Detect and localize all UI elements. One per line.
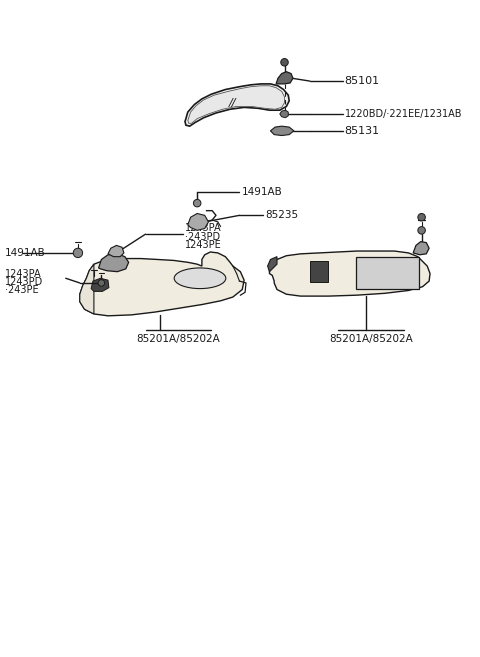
Polygon shape (413, 242, 429, 255)
Text: 1243PD: 1243PD (5, 277, 43, 287)
Text: 85101: 85101 (345, 76, 380, 86)
Text: 1243PE: 1243PE (185, 240, 222, 250)
FancyBboxPatch shape (356, 257, 419, 288)
Polygon shape (268, 257, 277, 272)
Circle shape (193, 199, 201, 207)
Text: 1243PA: 1243PA (185, 223, 222, 233)
Text: ·243PE: ·243PE (5, 286, 38, 296)
Ellipse shape (174, 268, 226, 288)
Text: 1491AB: 1491AB (242, 187, 283, 197)
Polygon shape (270, 126, 294, 135)
Polygon shape (80, 264, 94, 314)
Text: 1220BD/·221EE/1231AB: 1220BD/·221EE/1231AB (345, 109, 462, 119)
Polygon shape (269, 251, 430, 296)
Text: 85201A/85202A: 85201A/85202A (136, 334, 220, 344)
Polygon shape (108, 246, 124, 257)
Text: 1491AB: 1491AB (5, 248, 46, 258)
Text: ·243PD: ·243PD (185, 232, 220, 242)
Polygon shape (276, 72, 293, 84)
Text: 85131: 85131 (345, 126, 380, 136)
Polygon shape (185, 84, 289, 126)
Text: 1243PA: 1243PA (5, 269, 41, 279)
Polygon shape (280, 110, 288, 118)
Circle shape (418, 214, 425, 221)
Text: //: // (229, 98, 237, 108)
Circle shape (73, 248, 83, 258)
Polygon shape (98, 254, 129, 272)
Polygon shape (188, 86, 285, 124)
Text: 85201A/85202A: 85201A/85202A (329, 334, 413, 344)
FancyBboxPatch shape (311, 261, 328, 283)
Circle shape (281, 58, 288, 66)
Polygon shape (91, 279, 109, 292)
Circle shape (111, 260, 118, 268)
Circle shape (418, 227, 425, 234)
Polygon shape (80, 252, 244, 316)
Circle shape (98, 280, 105, 286)
Text: 85235: 85235 (266, 210, 299, 220)
Polygon shape (188, 214, 208, 231)
